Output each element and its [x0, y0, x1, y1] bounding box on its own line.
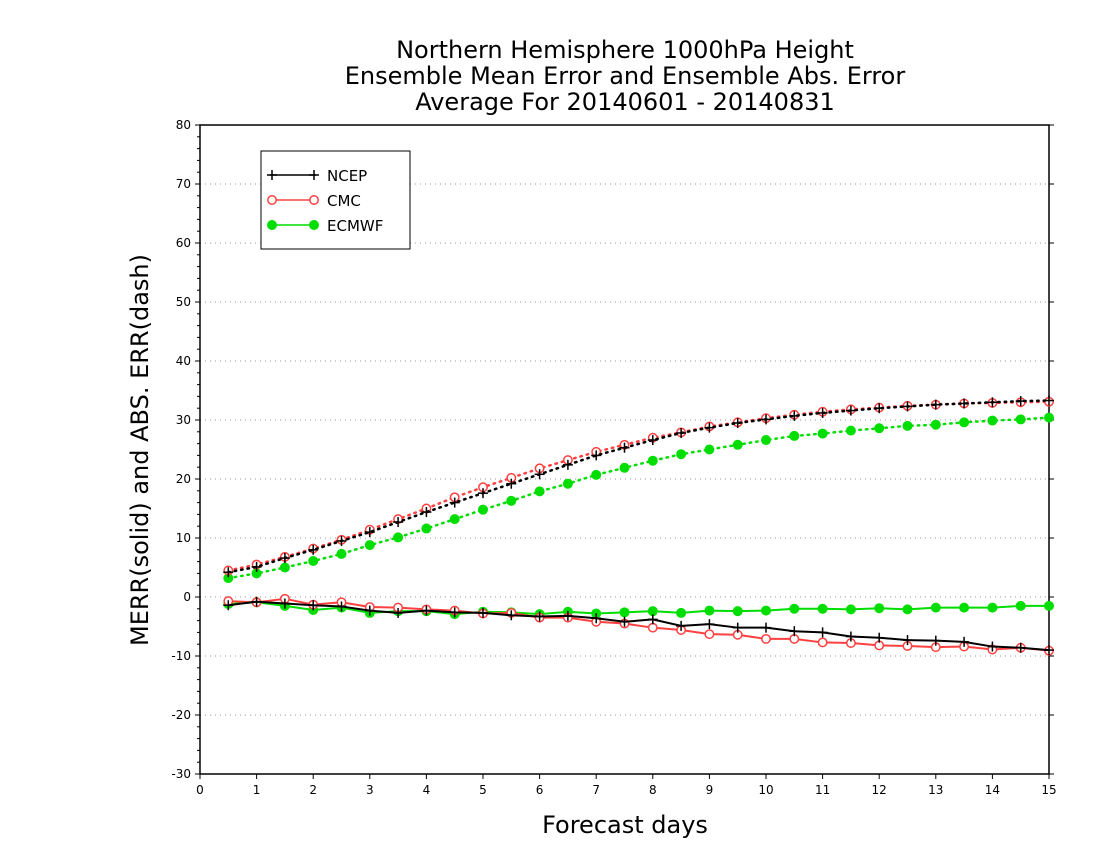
ecmwf-merr-point: [959, 602, 970, 613]
ecmwf-abs_err-point: [534, 486, 545, 497]
legend-marker-ecmwf-a: [267, 220, 277, 230]
x-tick-label: 5: [479, 783, 487, 797]
x-tick-label: 4: [423, 783, 431, 797]
ecmwf-abs_err-point: [279, 562, 290, 573]
ecmwf-merr-point: [647, 606, 658, 617]
ecmwf-abs_err-point: [874, 423, 885, 434]
ecmwf-abs_err-point: [364, 540, 375, 551]
x-tick-label: 15: [1041, 783, 1056, 797]
ecmwf-merr-point: [1015, 600, 1026, 611]
ecmwf-merr-point: [619, 607, 630, 618]
ecmwf-abs_err-point: [959, 417, 970, 428]
legend-label-cmc: CMC: [327, 192, 361, 210]
ecmwf-merr-point: [732, 606, 743, 617]
x-tick-label: 11: [815, 783, 830, 797]
ecmwf-abs_err-point: [562, 478, 573, 489]
ecmwf-merr-point: [789, 603, 800, 614]
y-tick-label: -20: [171, 708, 191, 722]
ecmwf-merr-point: [1044, 600, 1054, 611]
y-tick-label: -10: [171, 649, 191, 663]
ecmwf-merr-point: [874, 603, 885, 614]
ecmwf-merr-point: [676, 607, 687, 618]
chart-title-line-2: Ensemble Mean Error and Ensemble Abs. Er…: [344, 62, 906, 90]
series-cmc: [223, 396, 1054, 656]
ecmwf-abs_err-point: [987, 415, 998, 426]
ncep-abs_err-line: [227, 399, 1051, 574]
y-tick-label: 30: [176, 413, 191, 427]
x-tick-label: 0: [196, 783, 204, 797]
ecmwf-abs_err-point: [676, 449, 687, 460]
ecmwf-abs_err-point: [393, 532, 404, 543]
y-tick-label: 70: [176, 177, 191, 191]
legend-label-ecmwf: ECMWF: [327, 217, 383, 235]
ecmwf-abs_err-point: [845, 425, 856, 436]
x-tick-label: 1: [253, 783, 261, 797]
ecmwf-abs_err-point: [421, 523, 432, 534]
ecmwf-merr-point: [704, 605, 715, 616]
ecmwf-abs_err-point: [704, 444, 715, 455]
ecmwf-abs_err-point: [1044, 412, 1054, 423]
cmc-merr-point: [817, 637, 828, 648]
x-tick-label: 8: [649, 783, 657, 797]
cmc-merr-point: [761, 633, 771, 644]
x-tick-label: 3: [366, 783, 374, 797]
y-tick-label: 20: [176, 472, 191, 486]
ecmwf-abs_err-point: [817, 428, 828, 439]
ecmwf-abs_err-point: [619, 462, 630, 473]
ecmwf-merr-point: [845, 604, 856, 615]
series-ncep: [223, 395, 1054, 656]
legend-marker-cmc-a: [267, 195, 277, 205]
x-tick-label: 7: [592, 783, 600, 797]
cmc-merr-point: [704, 629, 715, 640]
legend-marker-cmc-b: [309, 195, 319, 205]
ecmwf-abs_err-point: [732, 439, 743, 450]
legend: NCEP CMC ECMWF: [260, 150, 411, 250]
y-tick-label: 0: [183, 590, 191, 604]
y-tick-label: 60: [176, 236, 191, 250]
x-tick-label: 12: [872, 783, 887, 797]
y-tick-label: -30: [171, 767, 191, 781]
y-tick-label: 50: [176, 295, 191, 309]
x-axis-title: Forecast days: [542, 811, 708, 839]
x-tick-label: 2: [309, 783, 317, 797]
ecmwf-merr-point: [761, 605, 771, 616]
cmc-merr-line: [228, 597, 1050, 652]
y-axis-title: MERR(solid) and ABS. ERR(dash): [126, 254, 154, 646]
ecmwf-abs_err-point: [308, 556, 319, 567]
ecmwf-merr-point: [902, 604, 913, 615]
ecmwf-abs_err-point: [902, 420, 913, 431]
ecmwf-abs_err-point: [789, 430, 800, 441]
y-tick-label: 10: [176, 531, 191, 545]
ecmwf-merr-point: [987, 602, 998, 613]
ecmwf-merr-point: [930, 602, 941, 613]
plot-frame: [199, 124, 1050, 775]
ecmwf-abs_err-point: [930, 419, 941, 430]
ecmwf-abs_err-point: [449, 514, 460, 525]
data-series: [223, 395, 1054, 656]
cmc-abs_err-line: [227, 400, 1051, 572]
legend-marker-ecmwf-b: [309, 220, 319, 230]
chart-title-line-3: Average For 20140601 - 20140831: [415, 88, 835, 116]
ecmwf-abs_err-point: [647, 455, 658, 466]
y-tick-label: 80: [176, 118, 191, 132]
ecmwf-abs_err-point: [478, 504, 488, 515]
chart-title-line-1: Northern Hemisphere 1000hPa Height: [396, 36, 854, 64]
cmc-merr-point: [647, 622, 658, 633]
x-tick-label: 10: [758, 783, 773, 797]
ecmwf-merr-point: [817, 603, 828, 614]
ecmwf-abs_err-point: [336, 548, 347, 559]
x-tick-label: 13: [928, 783, 943, 797]
y-tick-label: 40: [176, 354, 191, 368]
ecmwf-abs_err-point: [506, 495, 517, 506]
ecmwf-abs_err-point: [761, 435, 771, 446]
x-tick-label: 6: [536, 783, 544, 797]
x-tick-label: 14: [985, 783, 1000, 797]
x-tick-label: 9: [706, 783, 714, 797]
ecmwf-abs_err-point: [1015, 414, 1026, 425]
ecmwf-abs_err-point: [591, 469, 602, 480]
legend-label-ncep: NCEP: [327, 167, 367, 185]
